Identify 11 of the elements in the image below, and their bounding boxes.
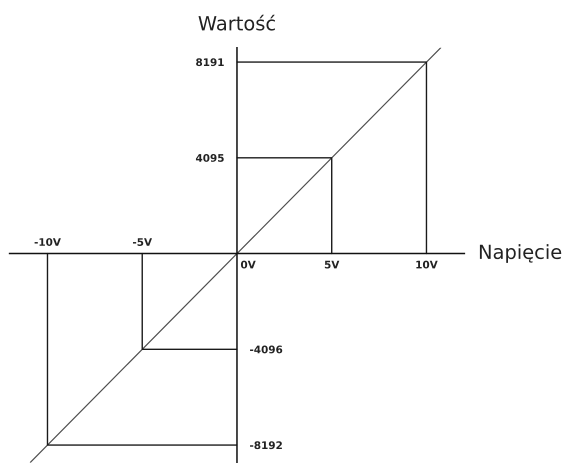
y-tick-label: 8191	[196, 58, 224, 66]
y2-tick-label: -4096	[250, 346, 282, 354]
x-tick-label: 0V	[240, 260, 256, 269]
y-tick-label: 4095	[196, 154, 224, 162]
x-tick-label: 10V	[416, 260, 438, 269]
x-axis-title: Napięcie	[480, 244, 562, 263]
y-axis-title: Wartość	[198, 14, 275, 31]
y2-tick-label: -8192	[250, 441, 282, 450]
x2-tick-label: -10V	[34, 238, 61, 246]
x-tick-label: 5V	[324, 260, 340, 269]
x2-tick-label: -5V	[132, 238, 152, 246]
